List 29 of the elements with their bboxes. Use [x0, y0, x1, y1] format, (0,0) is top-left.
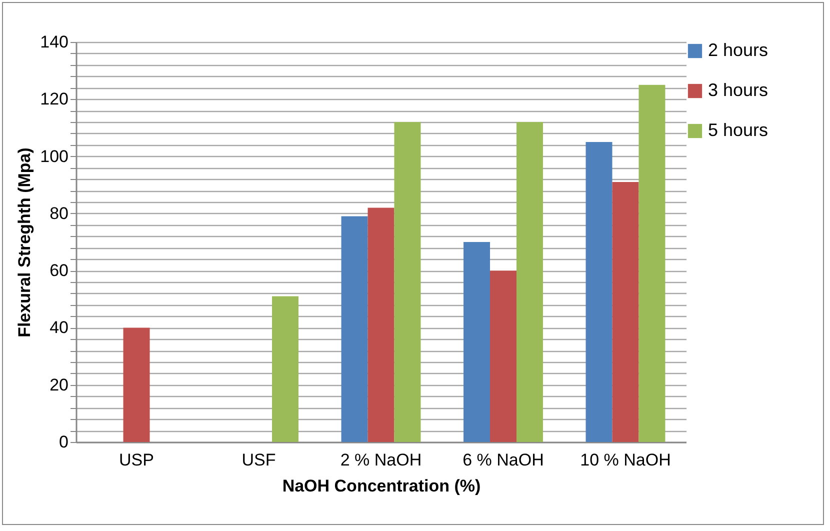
y-tick-label: 120	[40, 90, 68, 109]
x-tick-label: USF	[242, 450, 276, 470]
y-axis-title: Flexural Streghth (Mpa)	[15, 148, 34, 338]
y-tick-label: 20	[50, 375, 68, 394]
bar	[516, 122, 543, 442]
y-tick-label: 40	[50, 318, 68, 338]
bar	[586, 142, 612, 442]
bar	[394, 122, 421, 442]
bar	[490, 270, 516, 442]
y-tick-label: 60	[50, 261, 68, 280]
bar	[464, 242, 490, 442]
x-tick-label: 10 % NaOH	[580, 450, 671, 470]
y-tick-label: 0	[59, 432, 68, 452]
bar	[612, 182, 639, 442]
bar	[368, 208, 394, 442]
x-tick-label: 6 % NaOH	[462, 450, 544, 470]
x-axis-title: NaOH Concentration (%)	[282, 476, 481, 496]
y-tick-label: 100	[40, 146, 68, 166]
y-tick-label: 140	[40, 32, 68, 52]
bar	[341, 216, 368, 442]
bar	[123, 328, 150, 442]
x-tick-label: USP	[119, 450, 154, 470]
bar	[272, 296, 298, 442]
bar	[638, 84, 666, 442]
legend-label: 3 hours	[708, 80, 768, 100]
x-tick-label: 2 % NaOH	[340, 450, 422, 470]
y-tick-label: 80	[50, 204, 68, 223]
legend-label: 5 hours	[708, 120, 768, 140]
legend-label: 2 hours	[708, 40, 768, 60]
